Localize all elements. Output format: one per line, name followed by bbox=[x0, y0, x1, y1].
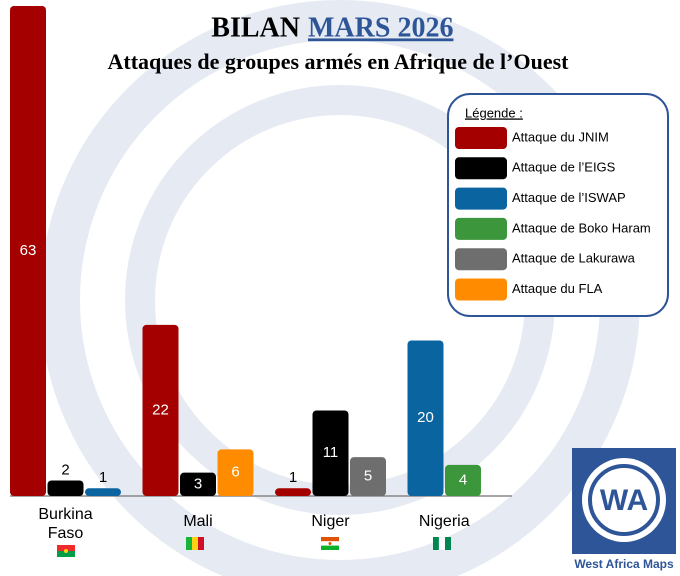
value-label: 22 bbox=[152, 401, 169, 418]
logo-circle bbox=[582, 458, 666, 542]
legend-title: Légende : bbox=[465, 105, 523, 120]
bar bbox=[10, 6, 46, 496]
legend-label: Attaque du JNIM bbox=[512, 129, 609, 144]
bar bbox=[350, 457, 386, 496]
value-label: 1 bbox=[289, 469, 297, 486]
legend-swatch bbox=[455, 248, 507, 271]
legend-swatch bbox=[455, 278, 507, 301]
value-label: 20 bbox=[417, 409, 434, 426]
bar bbox=[217, 449, 254, 496]
legend-swatch bbox=[455, 157, 507, 180]
bar bbox=[85, 488, 121, 496]
legend-swatch bbox=[455, 127, 507, 149]
legend-label: Attaque de Lakurawa bbox=[512, 251, 636, 266]
value-label: 5 bbox=[364, 468, 372, 485]
logo-text: West Africa Maps bbox=[574, 557, 674, 571]
bar bbox=[407, 340, 444, 496]
bar bbox=[445, 464, 481, 496]
chart-title-highlight: MARS 2026 bbox=[308, 12, 453, 43]
legend-label: Attaque de l’ISWAP bbox=[512, 190, 626, 205]
bar bbox=[275, 488, 311, 496]
value-label: 1 bbox=[99, 469, 107, 486]
chart-subtitle: Attaques de groupes armés en Afrique de … bbox=[108, 49, 570, 74]
logo: WA West Africa Maps bbox=[572, 448, 676, 571]
chart-title: BILAN bbox=[211, 12, 300, 43]
value-label: 11 bbox=[323, 444, 339, 461]
logo-mark: WA bbox=[600, 484, 648, 517]
flags bbox=[57, 536, 451, 557]
x-tick-label: Niger bbox=[311, 513, 350, 530]
legend-swatch bbox=[455, 217, 507, 240]
legend-label: Attaque de l’EIGS bbox=[512, 160, 616, 175]
legend-label: Attaque de Boko Haram bbox=[512, 220, 651, 235]
value-label: 4 bbox=[459, 471, 467, 488]
bar bbox=[47, 480, 84, 496]
legend-swatch bbox=[455, 187, 507, 210]
value-label: 2 bbox=[61, 461, 69, 478]
x-tick-label: Mali bbox=[183, 513, 212, 530]
value-label: 6 bbox=[231, 464, 239, 481]
bar bbox=[312, 410, 349, 496]
legend-label: Attaque du FLA bbox=[512, 281, 603, 296]
bar bbox=[180, 472, 216, 496]
x-tick-label: Nigeria bbox=[419, 513, 470, 530]
x-tick-label: Burkina Faso bbox=[38, 506, 92, 542]
bar bbox=[142, 324, 179, 496]
value-label: 3 bbox=[194, 475, 202, 492]
logo-ring bbox=[588, 464, 660, 536]
value-label: 63 bbox=[20, 242, 37, 259]
